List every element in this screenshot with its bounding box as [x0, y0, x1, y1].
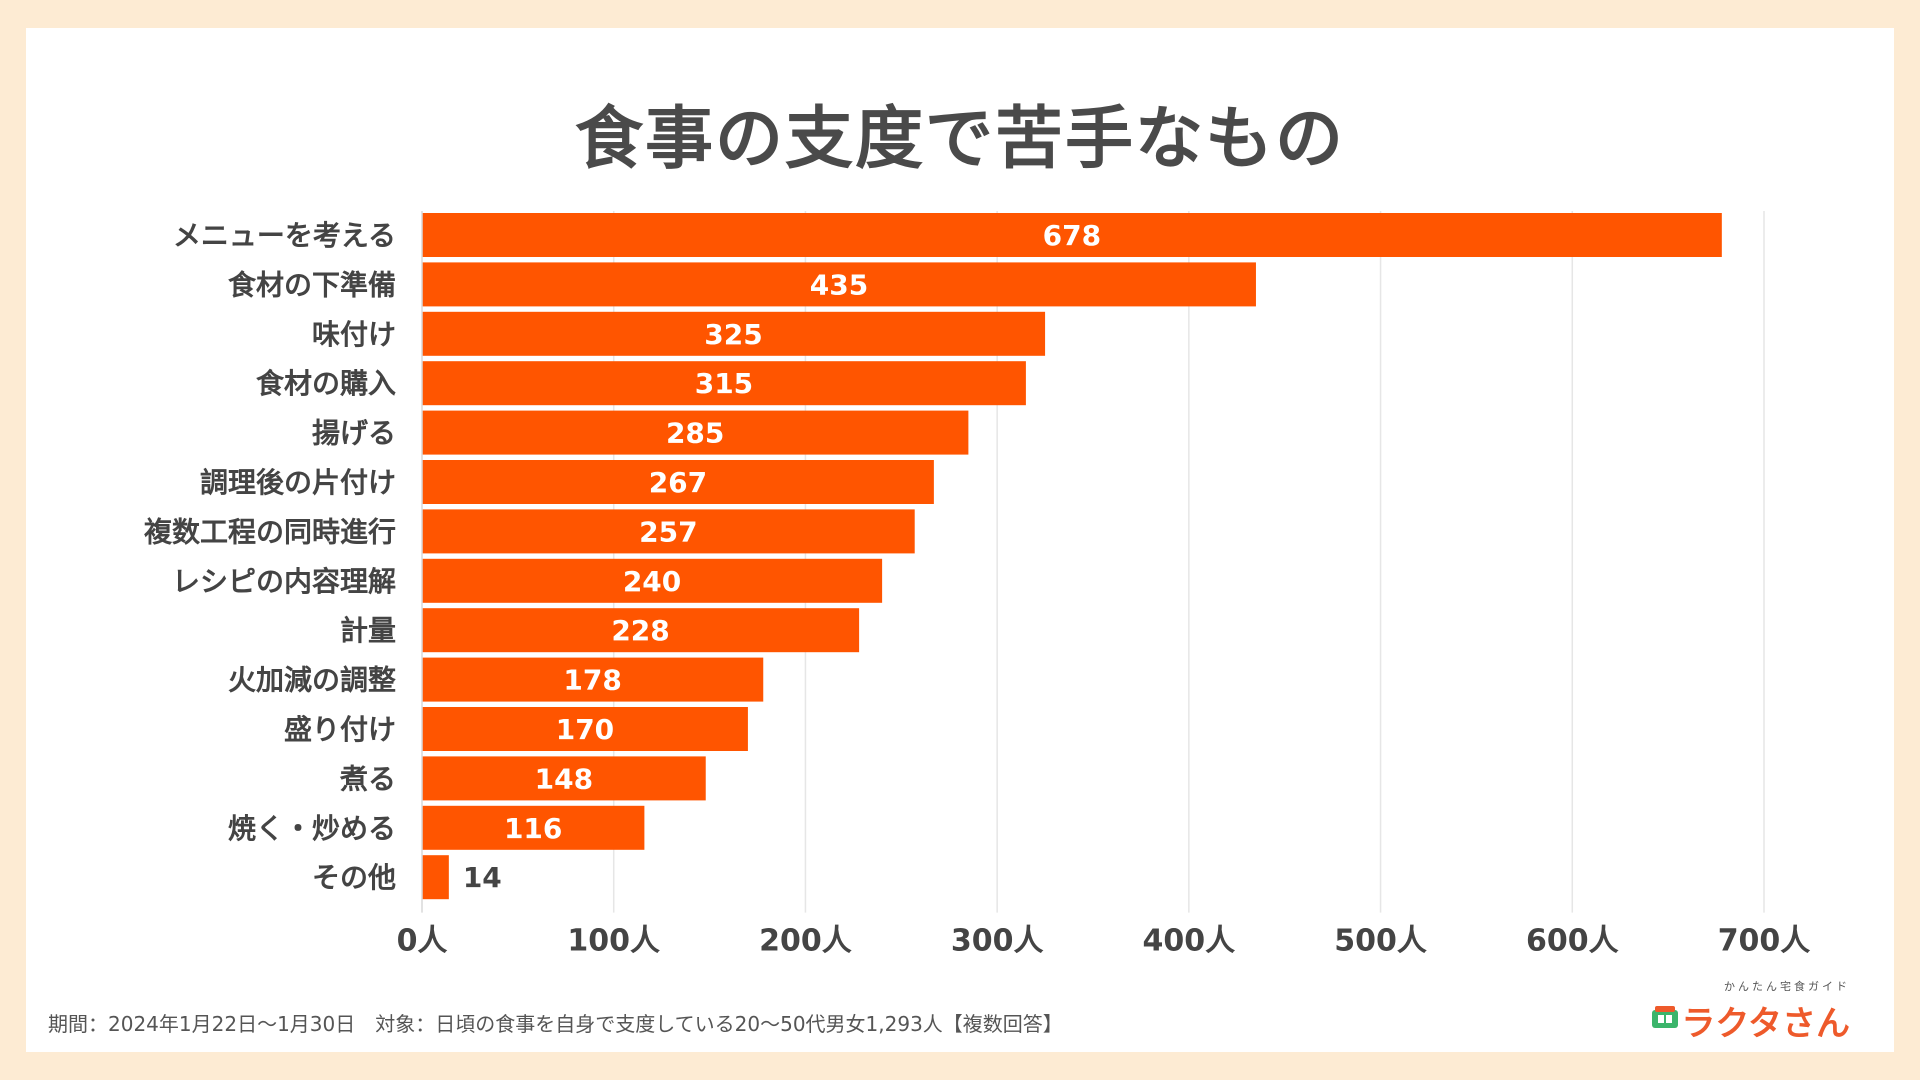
bar-chart: メニューを考える 678 食材の下準備 435 味付け 325 食材の購入 315 揚げる 285… — [144, 211, 1811, 959]
bar-11 — [422, 707, 748, 751]
category-label-5: 揚げる — [312, 417, 396, 450]
x-tick-label-200: 200人 — [759, 924, 852, 959]
bar-14 — [422, 855, 449, 900]
chart-card: 食事の支度で苦手なもの メニューを考える 678 食材の下準備 435 味付け 325 食材… — [26, 28, 1894, 1052]
survey-footnote: 期間：2024年1月22日〜1月30日 対象：日頃の食事を自身で支度している20… — [48, 1012, 1063, 1036]
bar-5 — [422, 410, 969, 455]
data-label-11: 170 — [556, 713, 614, 746]
x-tick-label-500: 500人 — [1334, 924, 1427, 959]
data-label-4: 315 — [695, 367, 753, 400]
data-label-5: 285 — [666, 417, 724, 450]
data-label-6: 267 — [649, 466, 707, 499]
logo-tagline: かんたん宅食ガイド — [1724, 980, 1850, 993]
data-label-13: 116 — [504, 812, 562, 845]
category-label-11: 盛り付け — [284, 713, 396, 746]
data-label-14: 14 — [463, 861, 502, 894]
bar-13 — [422, 805, 645, 850]
data-label-8: 240 — [623, 565, 681, 598]
x-tick-label-600: 600人 — [1526, 924, 1619, 959]
data-label-10: 178 — [563, 664, 621, 697]
bar-1 — [422, 213, 1722, 257]
category-label-4: 食材の購入 — [256, 367, 396, 400]
bar-12 — [422, 756, 706, 801]
bar-7 — [422, 509, 915, 554]
bento-box-icon — [1652, 1006, 1678, 1028]
data-label-1: 678 — [1043, 219, 1101, 252]
bar-10 — [422, 657, 764, 702]
category-label-9: 計量 — [340, 614, 396, 647]
brand-logo: かんたん宅食ガイド ラクタさん — [1650, 978, 1850, 1044]
bar-8 — [422, 558, 883, 603]
category-label-1: メニューを考える — [173, 219, 396, 252]
bar-3 — [422, 311, 1046, 356]
data-label-7: 257 — [639, 515, 697, 548]
category-label-6: 調理後の片付け — [200, 466, 396, 499]
category-label-2: 食材の下準備 — [228, 268, 396, 301]
data-label-12: 148 — [535, 762, 593, 795]
x-tick-label-300: 300人 — [951, 924, 1044, 959]
data-label-2: 435 — [810, 268, 868, 301]
x-tick-label-700: 700人 — [1718, 924, 1811, 959]
data-label-3: 325 — [704, 318, 762, 351]
logo-name: ラクタさん — [1681, 1004, 1850, 1044]
bar-4 — [422, 361, 1026, 406]
category-label-14: その他 — [312, 861, 396, 894]
category-label-10: 火加減の調整 — [228, 664, 396, 697]
category-label-3: 味付け — [312, 318, 396, 351]
category-label-7: 複数工程の同時進行 — [144, 515, 396, 548]
x-tick-label-100: 100人 — [567, 924, 660, 959]
x-tick-label-400: 400人 — [1143, 924, 1236, 959]
chart-title: 食事の支度で苦手なもの — [574, 100, 1345, 179]
category-label-13: 焼く・炒める — [228, 812, 396, 845]
bar-9 — [422, 608, 860, 653]
category-label-8: レシピの内容理解 — [172, 565, 396, 598]
x-tick-label-0: 0人 — [397, 924, 448, 959]
category-label-12: 煮る — [339, 762, 396, 795]
data-label-9: 228 — [611, 614, 669, 647]
bar-6 — [422, 460, 934, 504]
bar-2 — [422, 262, 1256, 307]
